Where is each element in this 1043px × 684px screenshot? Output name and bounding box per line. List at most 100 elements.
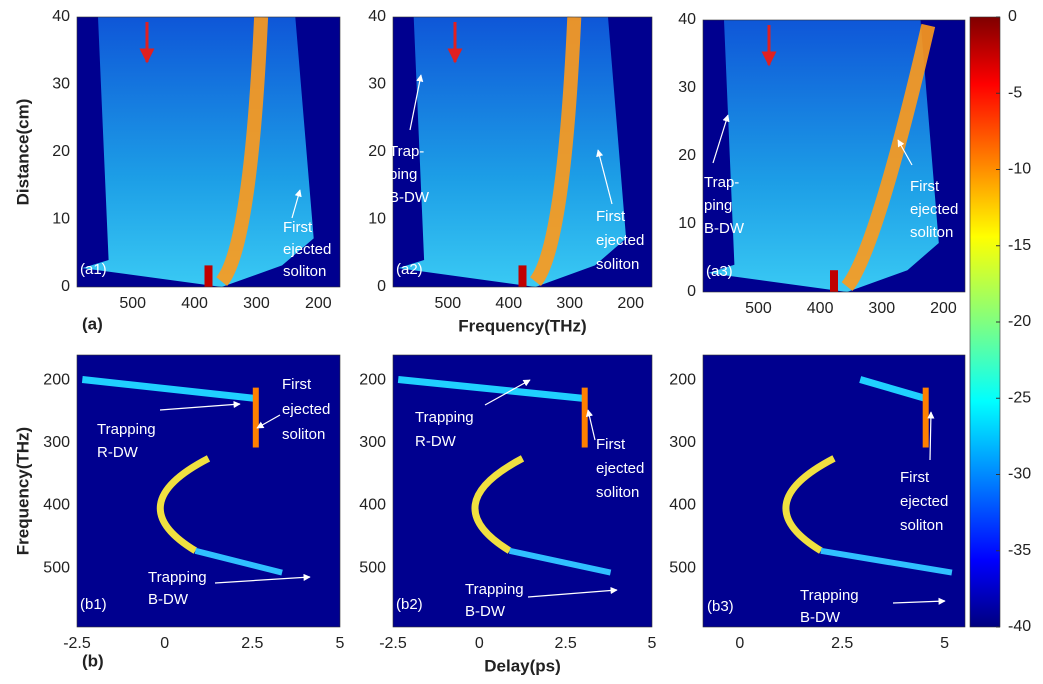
colorbar-tick-label: 0 xyxy=(1008,8,1017,25)
annotation: ping xyxy=(704,197,732,214)
annotation-arrow xyxy=(291,189,302,219)
panel-label: (b1) xyxy=(80,596,107,613)
x-tick-label: 0 xyxy=(735,635,744,652)
x-tick-label: 0 xyxy=(475,635,484,652)
x-tick-label: 500 xyxy=(434,295,461,312)
annotation: soliton xyxy=(283,263,326,280)
y-tick-label: 20 xyxy=(678,147,696,164)
heatmap-feature xyxy=(471,455,525,554)
heatmap-feature xyxy=(820,547,953,576)
y-tick-label: 30 xyxy=(368,76,386,93)
annotation: Trapping xyxy=(800,587,859,604)
heatmap-feature xyxy=(216,16,269,287)
panel-frame xyxy=(702,19,966,293)
annotation: soliton xyxy=(910,224,953,241)
x-tick-label: 2.5 xyxy=(241,635,263,652)
y-tick-label: 40 xyxy=(678,11,696,28)
annotation: ping xyxy=(389,166,417,183)
panel-label: (a1) xyxy=(80,261,107,278)
annotation: soliton xyxy=(596,484,639,501)
heatmap-background xyxy=(393,355,652,627)
colorbar-tick-label: -20 xyxy=(1008,313,1031,330)
heatmap-feature xyxy=(841,23,936,292)
annotation-arrow xyxy=(159,400,241,411)
x-tick-label: 200 xyxy=(617,295,644,312)
panel-frame xyxy=(76,16,341,288)
panel-frame xyxy=(392,354,653,628)
annotation: ejected xyxy=(596,232,644,249)
y-tick-label: 40 xyxy=(368,8,386,25)
annotation: B-DW xyxy=(148,591,189,608)
x-tick-label: 500 xyxy=(119,295,146,312)
annotation: First xyxy=(900,469,930,486)
annotation: Trap- xyxy=(704,174,739,191)
y-tick-label: 0 xyxy=(61,278,70,295)
heatmap-feature xyxy=(782,455,836,554)
annotation: ejected xyxy=(283,241,331,258)
y-tick-label: 300 xyxy=(43,434,70,451)
y-tick-label: 500 xyxy=(359,559,386,576)
annotation-arrow xyxy=(585,409,596,441)
annotation-arrow xyxy=(892,597,946,605)
y-tick-label: 200 xyxy=(43,371,70,388)
heatmap-feature xyxy=(859,376,927,402)
colorbar-tick-label: -25 xyxy=(1008,389,1031,406)
annotation: soliton xyxy=(900,517,943,534)
annotation: First xyxy=(596,436,626,453)
x-tick-label: 5 xyxy=(648,635,657,652)
y-tick-label: 0 xyxy=(687,283,696,300)
annotation: First xyxy=(283,219,313,236)
annotation: ejected xyxy=(910,201,958,218)
x-tick-label: 300 xyxy=(868,300,895,317)
annotation: Trapping xyxy=(465,581,524,598)
annotation-arrow xyxy=(256,414,281,429)
y-tick-label: 400 xyxy=(359,497,386,514)
y-tick-label: 10 xyxy=(368,211,386,228)
colorbar-tick-label: -5 xyxy=(1008,84,1022,101)
annotation-arrow xyxy=(484,379,531,406)
panel-label: (a3) xyxy=(706,263,733,280)
annotation-arrow xyxy=(596,149,613,205)
x-tick-label: 400 xyxy=(807,300,834,317)
x-tick-label: 200 xyxy=(930,300,957,317)
x-tick-label: 5 xyxy=(336,635,345,652)
x-tick-label: 300 xyxy=(556,295,583,312)
annotation-arrow xyxy=(927,411,935,461)
y-tick-label: 300 xyxy=(359,434,386,451)
annotation: Trapping xyxy=(415,409,474,426)
colorbar-tick-label: -30 xyxy=(1008,466,1031,483)
heatmap-feature xyxy=(156,455,211,554)
x-tick-label: 400 xyxy=(181,295,208,312)
panel-label: (b3) xyxy=(707,598,734,615)
annotation: B-DW xyxy=(465,603,506,620)
annotation: B-DW xyxy=(800,609,841,626)
annotation: Trapping xyxy=(148,569,207,586)
annotation: soliton xyxy=(282,426,325,443)
y-tick-label: 400 xyxy=(669,497,696,514)
y-tick-label: 20 xyxy=(368,143,386,160)
y-tick-label: 400 xyxy=(43,497,70,514)
heatmap-feature xyxy=(708,20,939,292)
x-tick-label: 500 xyxy=(745,300,772,317)
x-axis-label: Frequency(THz) xyxy=(458,316,586,335)
figure-label: (b) xyxy=(82,651,104,670)
x-tick-label: 400 xyxy=(495,295,522,312)
heatmap-background xyxy=(77,355,340,627)
annotation: B-DW xyxy=(704,220,745,237)
x-tick-label: 2.5 xyxy=(831,635,853,652)
y-tick-label: 0 xyxy=(377,278,386,295)
panel-frame xyxy=(76,354,341,628)
annotation: Trapping xyxy=(97,421,156,438)
annotation-arrow xyxy=(214,573,311,584)
annotation-arrow xyxy=(409,74,424,131)
x-tick-label: -2.5 xyxy=(63,635,91,652)
heatmap-feature xyxy=(529,16,582,286)
x-tick-label: -2.5 xyxy=(379,635,407,652)
colorbar xyxy=(969,16,1001,628)
heatmap-feature xyxy=(508,547,612,576)
annotation: Trap- xyxy=(389,143,424,160)
y-tick-label: 20 xyxy=(52,143,70,160)
annotation: R-DW xyxy=(97,444,139,461)
annotation: ejected xyxy=(282,401,330,418)
y-tick-label: 40 xyxy=(52,8,70,25)
